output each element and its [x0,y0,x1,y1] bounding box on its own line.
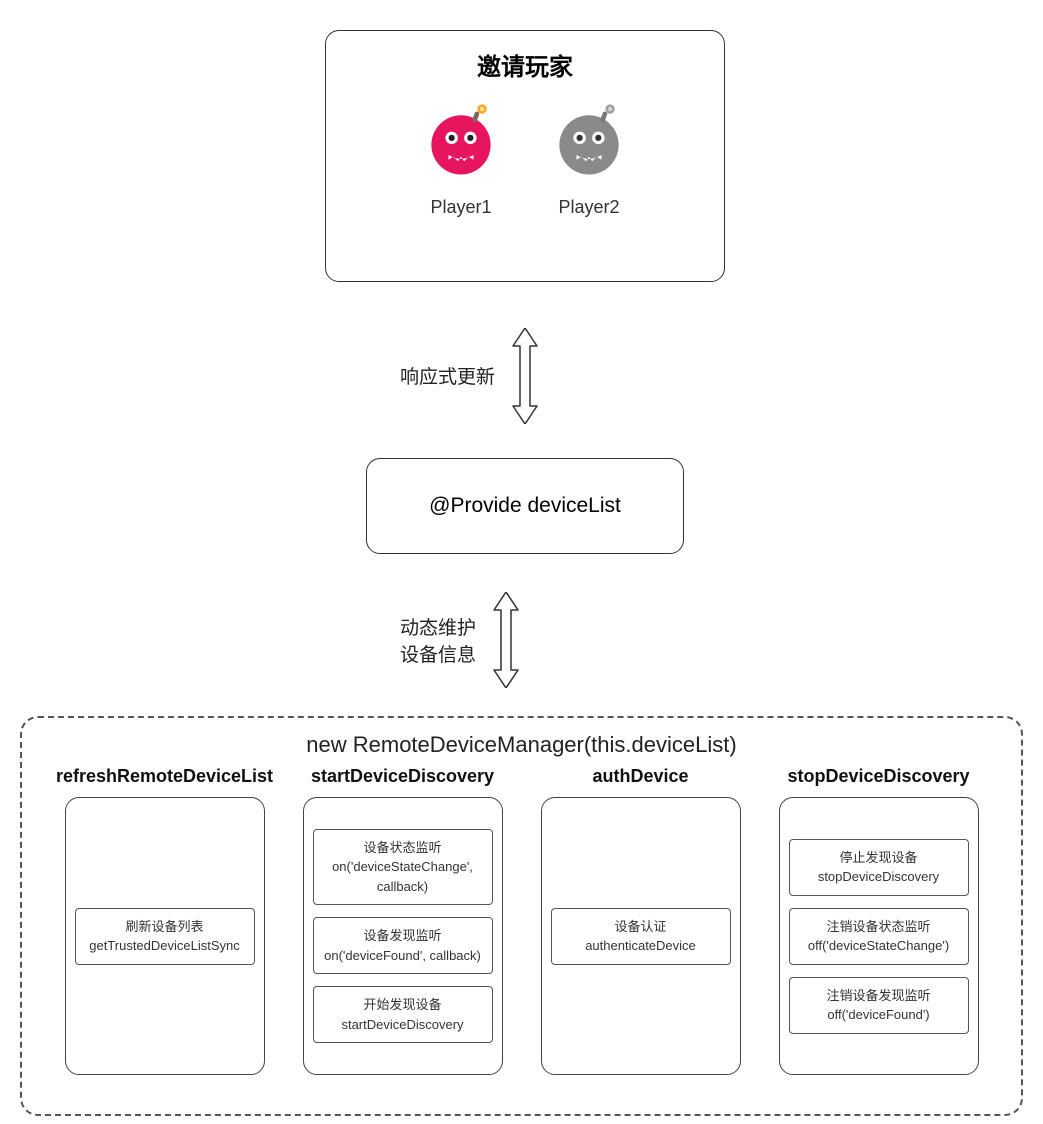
invite-title: 邀请玩家 [326,47,724,82]
col-stop-header: stopDeviceDiscovery [787,766,969,787]
mini-line: stopDeviceDiscovery [794,867,964,887]
col-stop-box: 停止发现设备 stopDeviceDiscovery 注销设备状态监听 off(… [779,797,979,1075]
mini-line: startDeviceDiscovery [318,1015,488,1035]
item-off-state: 注销设备状态监听 off('deviceStateChange') [789,908,969,965]
player-2: Player2 [550,102,628,218]
mini-line: on('deviceStateChange', callback) [318,857,488,896]
mini-line: 注销设备发现监听 [794,986,964,1006]
player-1-label: Player1 [430,197,491,218]
mini-line: off('deviceFound') [794,1005,964,1025]
bomb-icon-inactive [550,102,628,185]
player-2-label: Player2 [558,197,619,218]
arrow2-line1: 动态维护 [400,618,476,639]
mini-line: off('deviceStateChange') [794,936,964,956]
player-1: Player1 [422,102,500,218]
bomb-icon-active [422,102,500,185]
item-found-listen: 设备发现监听 on('deviceFound', callback) [313,917,493,974]
mini-line: on('deviceFound', callback) [318,946,488,966]
col-stop-discovery: stopDeviceDiscovery 停止发现设备 stopDeviceDis… [766,766,991,1075]
item-refresh-list: 刷新设备列表 getTrustedDeviceListSync [75,908,255,965]
mini-line: 停止发现设备 [794,848,964,868]
provide-box: @Provide deviceList [366,458,684,554]
double-arrow-icon [488,592,524,693]
mini-line: 设备发现监听 [318,926,488,946]
item-off-found: 注销设备发现监听 off('deviceFound') [789,977,969,1034]
col-refresh: refreshRemoteDeviceList 刷新设备列表 getTruste… [52,766,277,1075]
double-arrow-icon [507,328,543,429]
arrow2-line2: 设备信息 [400,645,476,666]
invite-box: 邀请玩家 Player1 [325,30,725,282]
col-auth-header: authDevice [592,766,688,787]
col-start-header: startDeviceDiscovery [311,766,494,787]
mini-line: 设备认证 [556,917,726,937]
mini-line: 注销设备状态监听 [794,917,964,937]
col-start-discovery: startDeviceDiscovery 设备状态监听 on('deviceSt… [290,766,515,1075]
col-refresh-header: refreshRemoteDeviceList [56,766,273,787]
arrow1-label: 响应式更新 [400,365,495,392]
diagram-root: 邀请玩家 Player1 [20,20,1023,1104]
item-auth-device: 设备认证 authenticateDevice [551,908,731,965]
arrow-dynamic-maintain: 动态维护 设备信息 [400,592,524,693]
mini-line: getTrustedDeviceListSync [80,936,250,956]
col-auth: authDevice 设备认证 authenticateDevice [528,766,753,1075]
item-start-discovery: 开始发现设备 startDeviceDiscovery [313,986,493,1043]
manager-title: new RemoteDeviceManager(this.deviceList) [22,732,1021,758]
arrow-responsive-update: 响应式更新 [400,328,543,429]
col-auth-box: 设备认证 authenticateDevice [541,797,741,1075]
item-stop-discovery: 停止发现设备 stopDeviceDiscovery [789,839,969,896]
mini-line: 设备状态监听 [318,838,488,858]
manager-columns: refreshRemoteDeviceList 刷新设备列表 getTruste… [22,758,1021,1095]
col-start-box: 设备状态监听 on('deviceStateChange', callback)… [303,797,503,1075]
arrow2-label: 动态维护 设备信息 [400,616,476,669]
mini-line: authenticateDevice [556,936,726,956]
players-row: Player1 Player2 [326,102,724,218]
manager-box: new RemoteDeviceManager(this.deviceList)… [20,716,1023,1116]
col-refresh-box: 刷新设备列表 getTrustedDeviceListSync [65,797,265,1075]
mini-line: 刷新设备列表 [80,917,250,937]
item-state-listen: 设备状态监听 on('deviceStateChange', callback) [313,829,493,906]
mini-line: 开始发现设备 [318,995,488,1015]
provide-text: @Provide deviceList [429,494,621,518]
